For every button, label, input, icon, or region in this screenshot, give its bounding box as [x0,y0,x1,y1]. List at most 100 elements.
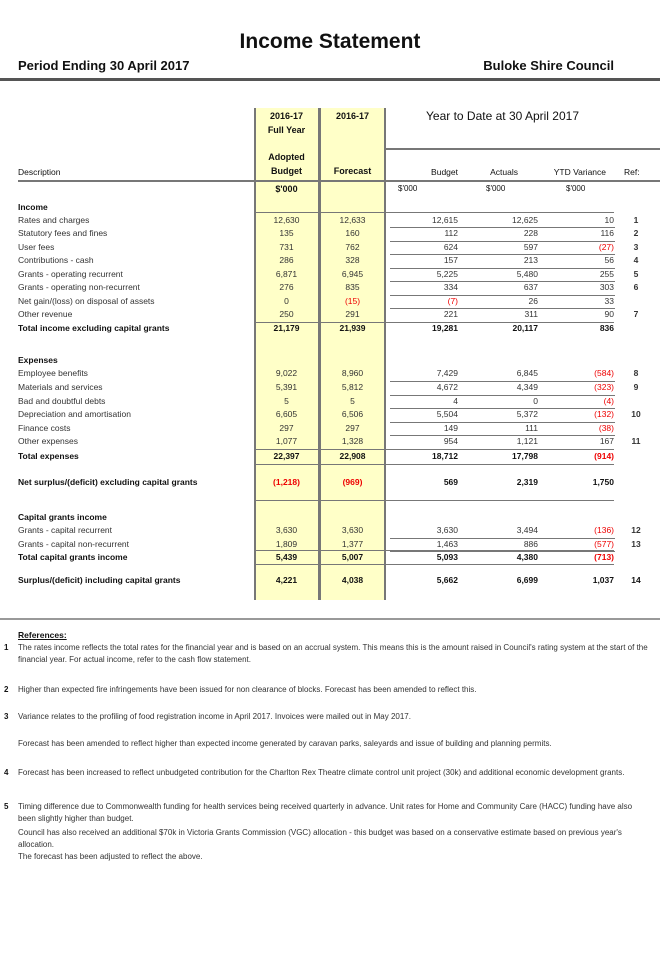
table-row: Other revenue 250 291 221 311 90 7 [0,309,660,322]
adopted-cell: 297 [279,423,294,433]
adopted-cell: 5,391 [275,382,298,392]
row-label: Depreciation and amortisation [18,409,131,419]
council-name: Buloke Shire Council [483,58,614,73]
references-divider [0,618,660,620]
adopted-budget-header: Budget [271,166,302,176]
actuals-cell: 111 [525,423,538,433]
adopted-label: Adopted [268,152,305,162]
table-row: Finance costs 297 297 149 111 (38) [0,423,660,436]
row-label: Surplus/(deficit) including capital gran… [18,575,181,585]
table-row: Rates and charges 12,630 12,633 12,615 12,62… [0,215,660,228]
row-label: Expenses [18,355,58,365]
variance-cell: (4) [603,396,614,406]
actuals-cell: 886 [523,539,538,549]
forecast-cell: 297 [345,423,360,433]
adopted-year: 2016-17 [269,111,304,121]
budget-cell: 221 [443,309,458,319]
reference-item: 3 Variance relates to the profiling of fo… [4,711,648,723]
table-row: Statutory fees and fines 135 160 112 228 116 2 [0,228,660,241]
budget-cell: 5,504 [436,409,458,419]
adopted-cell: 276 [279,282,294,292]
forecast-cell: 22,908 [339,451,366,461]
row-divider [390,381,615,382]
budget-cell: 5,093 [436,552,458,562]
actuals-cell: 228 [523,228,538,238]
ref-cell: 9 [633,382,639,392]
adopted-cell: 0 [284,296,289,306]
forecast-cell: 1,328 [341,436,364,446]
budget-cell: 1,463 [436,539,458,549]
reference-number: 3 [4,712,9,721]
row-label: Total income excluding capital grants [18,323,170,333]
row-divider [390,227,615,228]
variance-cell: (914) [594,451,614,461]
actuals-cell: 5,480 [516,269,538,279]
forecast-cell: 5,812 [341,382,364,392]
total-divider [254,550,614,551]
row-divider [390,281,615,282]
variance-cell: 116 [600,228,614,238]
reference-item: Council has also received an additional … [18,827,648,851]
forecast-cell: 8,960 [341,368,364,378]
ref-cell: 2 [633,228,639,238]
forecast-cell: 4,038 [341,575,364,585]
actuals-cell: 20,117 [512,323,538,333]
actuals-cell: 213 [523,255,538,265]
variance-cell: (713) [594,552,614,562]
total-row: Net surplus/(deficit) excluding capital … [0,477,660,490]
row-divider [390,538,615,539]
row-label: Employee benefits [18,368,88,378]
row-label: Bad and doubtful debts [18,396,106,406]
page-title: Income Statement [239,30,421,53]
row-label: Capital grants income [18,512,107,522]
reference-text: Forecast has been increased to reflect u… [18,768,625,777]
actuals-cell: 12,625 [512,215,538,225]
variance-unit: $'000 [566,184,586,193]
adopted-unit: $'000 [275,184,298,194]
forecast-cell: 6,506 [341,409,364,419]
variance-cell: (132) [594,409,614,419]
adopted-full-year: Full Year [267,125,306,135]
variance-cell: (136) [594,525,614,535]
reference-text: The rates income reflects the total rate… [18,643,648,664]
ref-cell: 10 [631,409,641,419]
description-header: Description [18,167,61,177]
reference-number: 5 [4,802,9,811]
row-label: User fees [18,242,55,252]
forecast-cell: (15) [344,296,361,306]
adopted-cell: 21,179 [273,323,300,333]
forecast-header: Forecast [333,166,372,176]
forecast-cell: 762 [345,242,360,252]
actuals-cell: 4,349 [516,382,538,392]
budget-cell: 3,630 [436,525,458,535]
adopted-cell: 286 [279,255,294,265]
header-divider [0,78,660,81]
variance-cell: 56 [604,255,614,265]
adopted-cell: 1,077 [275,436,298,446]
table-row: Grants - capital non-recurrent 1,809 1,377… [0,539,660,552]
adopted-cell: 731 [279,242,294,252]
forecast-cell: 291 [345,309,360,319]
forecast-cell: 1,377 [341,539,364,549]
total-divider [254,449,614,450]
variance-cell: 33 [604,296,614,306]
variance-cell: (577) [594,539,614,549]
row-label: Grants - operating recurrent [18,269,123,279]
row-divider [390,268,615,269]
forecast-cell: 3,630 [341,525,364,535]
adopted-cell: 9,022 [275,368,298,378]
budget-cell: 5,225 [436,269,458,279]
table-row: Grants - operating recurrent 6,871 6,945 5,… [0,269,660,282]
section-header: Income [0,202,660,215]
reference-item: The forecast has been adjusted to reflec… [18,851,648,863]
variance-cell: (38) [598,423,614,433]
total-row: Total capital grants income 5,439 5,007 5,0… [0,552,660,565]
table-row: Materials and services 5,391 5,812 4,672 4,3… [0,382,660,395]
row-label: Rates and charges [18,215,90,225]
row-divider [390,395,615,396]
period-label: Period Ending 30 April 2017 [18,58,190,73]
forecast-cell: 160 [345,228,360,238]
forecast-column [319,108,386,600]
ytd-title: Year to Date at 30 April 2017 [426,109,579,123]
row-label: Net gain/(loss) on disposal of assets [18,296,155,306]
